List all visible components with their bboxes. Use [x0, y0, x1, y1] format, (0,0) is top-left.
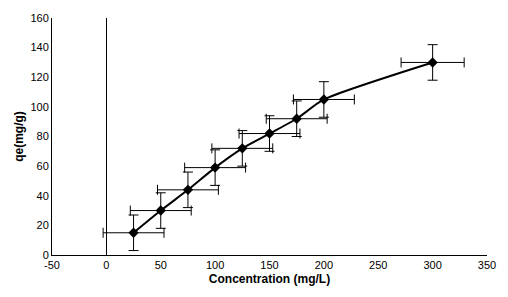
- svg-text:Concentration (mg/L): Concentration (mg/L): [209, 272, 330, 286]
- svg-text:-50: -50: [44, 259, 60, 271]
- svg-text:qe(mg/g): qe(mg/g): [12, 111, 26, 162]
- svg-text:160: 160: [30, 12, 48, 24]
- svg-text:50: 50: [155, 259, 167, 271]
- svg-text:250: 250: [369, 259, 387, 271]
- svg-text:350: 350: [478, 259, 496, 271]
- svg-text:80: 80: [37, 130, 49, 142]
- svg-text:20: 20: [37, 219, 49, 231]
- svg-text:140: 140: [30, 41, 48, 53]
- svg-text:40: 40: [37, 190, 49, 202]
- svg-text:100: 100: [30, 101, 48, 113]
- svg-text:60: 60: [37, 160, 49, 172]
- svg-text:0: 0: [103, 259, 109, 271]
- svg-text:150: 150: [260, 259, 278, 271]
- svg-text:200: 200: [315, 259, 333, 271]
- svg-text:300: 300: [423, 259, 441, 271]
- svg-text:0: 0: [43, 249, 49, 261]
- svg-text:100: 100: [206, 259, 224, 271]
- svg-text:120: 120: [30, 71, 48, 83]
